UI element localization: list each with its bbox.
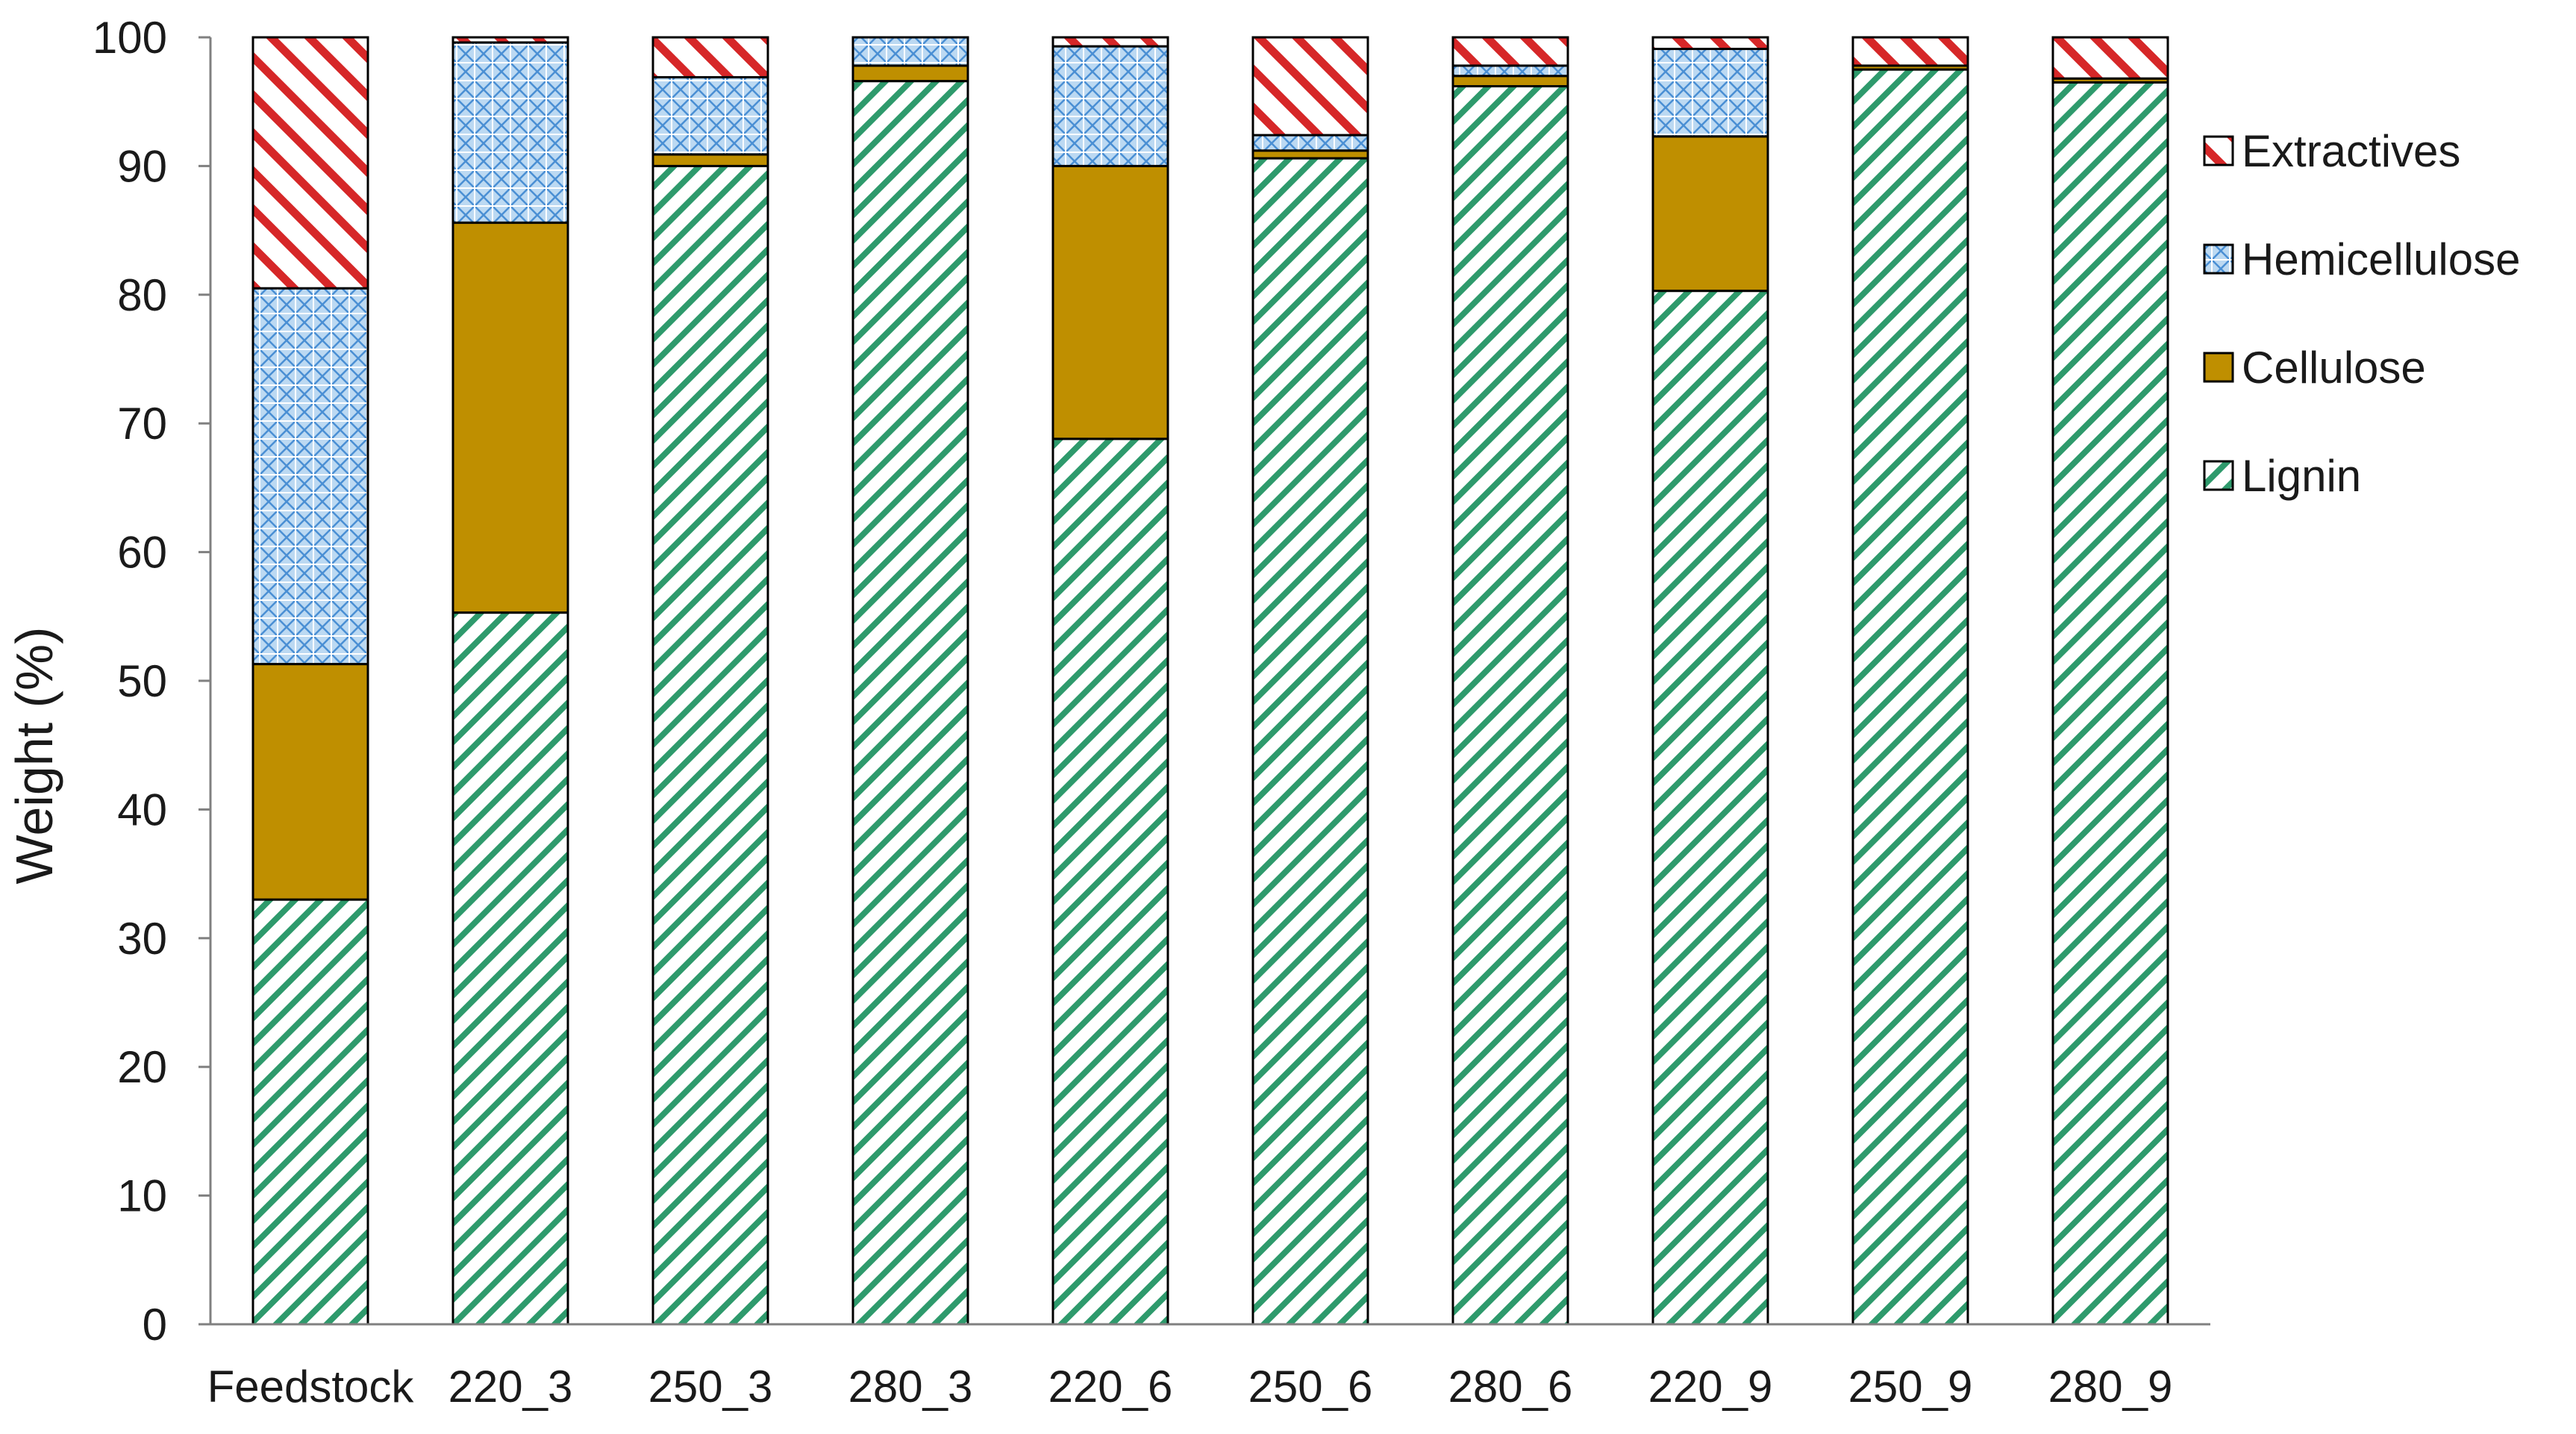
bar-cellulose-280-6 xyxy=(1451,75,1569,88)
bar-extractives-250-9 xyxy=(1851,36,1969,67)
bar-extractives-feedstock xyxy=(251,36,369,290)
bar-stack-280-3 xyxy=(851,36,969,1326)
legend-swatch-extractives xyxy=(2203,135,2234,166)
bar-lignin-280-9 xyxy=(2051,81,2169,1326)
bar-stack-220-9 xyxy=(1651,36,1769,1326)
legend: Extractives Hemicellulose Cellulose Lignin xyxy=(2203,126,2520,501)
y-axis-label: Weight (%) xyxy=(5,627,63,885)
bar-stack-feedstock xyxy=(251,36,369,1326)
legend-item-lignin: Lignin xyxy=(2203,451,2361,501)
bar-hemicellulose-280-6 xyxy=(1451,64,1569,78)
y-tick-label: 70 xyxy=(117,399,167,449)
x-axis: Feedstock 220_3 250_3 280_3 220_6 250_6 280_6 2… xyxy=(207,1323,2210,1412)
legend-swatch-cellulose xyxy=(2203,352,2234,383)
legend-label: Extractives xyxy=(2242,126,2460,176)
bar-extractives-280-9 xyxy=(2051,36,2169,80)
x-tick-label: 280_6 xyxy=(1448,1362,1573,1412)
y-tick-label: 60 xyxy=(117,528,167,578)
legend-swatch-lignin xyxy=(2203,460,2234,491)
bar-lignin-280-6 xyxy=(1451,85,1569,1326)
bar-extractives-250-6 xyxy=(1251,36,1369,137)
y-tick-label: 10 xyxy=(117,1171,167,1221)
bar-lignin-250-9 xyxy=(1851,68,1969,1326)
y-tick-label: 80 xyxy=(117,270,167,320)
bar-hemicellulose-250-6 xyxy=(1251,134,1369,152)
x-tick-label: 220_6 xyxy=(1048,1362,1173,1412)
x-tick-label: 250_6 xyxy=(1248,1362,1373,1412)
bar-stack-280-6 xyxy=(1451,36,1569,1326)
bar-stack-220-6 xyxy=(1051,36,1169,1326)
bar-lignin-feedstock xyxy=(251,898,369,1326)
x-tick-label: 280_3 xyxy=(848,1362,973,1412)
bar-extractives-220-3 xyxy=(451,36,569,44)
x-tick-label: 220_9 xyxy=(1648,1362,1773,1412)
plot-area xyxy=(251,36,2169,1326)
x-tick-label: Feedstock xyxy=(207,1362,415,1412)
legend-swatch-hemicellulose xyxy=(2203,243,2234,275)
legend-label: Hemicellulose xyxy=(2242,234,2520,284)
bar-cellulose-250-6 xyxy=(1251,149,1369,160)
y-tick-label: 50 xyxy=(117,656,167,706)
bar-hemicellulose-250-3 xyxy=(651,75,769,156)
bar-extractives-280-6 xyxy=(1451,36,1569,67)
legend-item-hemicellulose: Hemicellulose xyxy=(2203,234,2520,284)
x-tick-label: 250_3 xyxy=(648,1362,773,1412)
y-tick-label: 0 xyxy=(143,1300,167,1350)
bar-stack-250-3 xyxy=(651,36,769,1326)
y-axis: 0 10 20 30 40 50 60 70 80 90 100 xyxy=(93,13,212,1350)
legend-item-extractives: Extractives xyxy=(2203,126,2460,176)
bar-lignin-280-3 xyxy=(851,80,969,1326)
bar-stack-220-3 xyxy=(451,36,569,1326)
bar-hemicellulose-220-6 xyxy=(1051,45,1169,167)
x-tick-label: 280_9 xyxy=(2048,1362,2173,1412)
bar-cellulose-220-3 xyxy=(451,221,569,614)
y-tick-label: 30 xyxy=(117,914,167,964)
x-tick-label: 250_9 xyxy=(1848,1362,1973,1412)
y-tick-label: 20 xyxy=(117,1042,167,1092)
y-tick-label: 90 xyxy=(117,141,167,191)
legend-label: Cellulose xyxy=(2242,343,2426,393)
bar-cellulose-220-9 xyxy=(1651,135,1769,293)
x-tick-label: 220_3 xyxy=(448,1362,573,1412)
bar-cellulose-280-3 xyxy=(851,64,969,83)
bar-cellulose-250-3 xyxy=(651,153,769,167)
bar-extractives-250-3 xyxy=(651,36,769,78)
bar-stack-250-6 xyxy=(1251,36,1369,1326)
legend-item-cellulose: Cellulose xyxy=(2203,343,2426,393)
bar-stack-250-9 xyxy=(1851,36,1969,1326)
bar-lignin-250-6 xyxy=(1251,157,1369,1326)
bar-lignin-220-9 xyxy=(1651,290,1769,1326)
bar-cellulose-feedstock xyxy=(251,663,369,901)
bar-hemicellulose-220-3 xyxy=(451,41,569,224)
bar-lignin-250-3 xyxy=(651,164,769,1326)
y-tick-label: 100 xyxy=(93,13,167,63)
y-tick-label: 40 xyxy=(117,785,167,835)
bar-hemicellulose-feedstock xyxy=(251,287,369,666)
bar-extractives-220-6 xyxy=(1051,36,1169,48)
bar-hemicellulose-280-3 xyxy=(851,36,969,67)
bar-stack-280-9 xyxy=(2051,36,2169,1326)
bar-cellulose-220-6 xyxy=(1051,164,1169,440)
bar-extractives-220-9 xyxy=(1651,36,1769,51)
bar-lignin-220-6 xyxy=(1051,437,1169,1326)
bar-lignin-220-3 xyxy=(451,611,569,1326)
legend-label: Lignin xyxy=(2242,451,2361,501)
bar-hemicellulose-220-9 xyxy=(1651,48,1769,138)
